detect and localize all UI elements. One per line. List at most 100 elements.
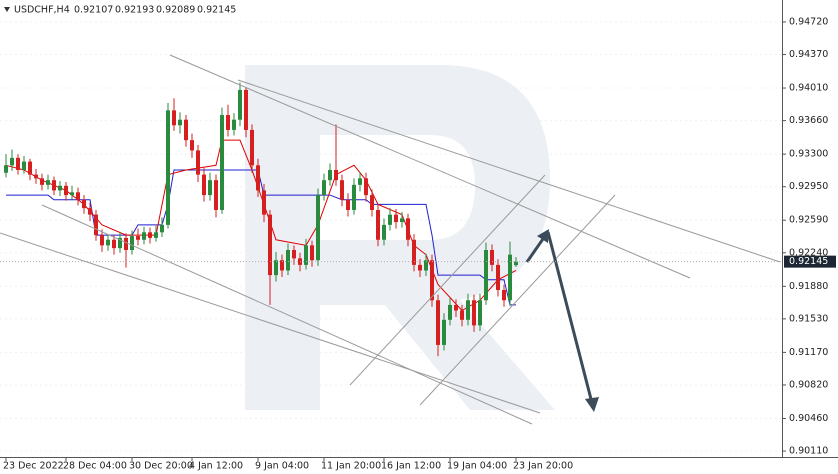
candle-body <box>100 235 104 246</box>
arrow-up <box>525 235 547 263</box>
arrow-head <box>585 397 599 412</box>
y-tick-label: 0.92590 <box>789 215 828 226</box>
candle-body <box>214 180 218 210</box>
x-tick-label: 30 Dec 20:00 <box>129 461 193 472</box>
candle-body <box>460 310 464 320</box>
y-tick-label: 0.90110 <box>789 446 828 457</box>
candle-body <box>46 180 50 185</box>
candle-body <box>388 214 392 225</box>
plot <box>4 82 518 357</box>
candle-body <box>496 264 500 291</box>
arrow-head <box>537 229 549 243</box>
header-close: 0.92145 <box>197 5 236 16</box>
candle-body <box>472 300 476 326</box>
candle-body <box>292 250 296 259</box>
candle-body <box>112 239 116 249</box>
candle-body <box>190 140 194 151</box>
y-tick-label: 0.93660 <box>789 115 828 126</box>
y-tick-label: 0.94370 <box>789 49 828 60</box>
candle-body <box>406 218 410 240</box>
candle-body <box>490 250 494 265</box>
candle-body <box>124 237 128 251</box>
candle-body <box>478 300 482 326</box>
candle-body <box>418 264 422 271</box>
candle-body <box>322 180 326 196</box>
candle-body <box>10 157 14 166</box>
candle-body <box>136 236 140 240</box>
candle-body <box>16 157 20 170</box>
candle-body <box>250 129 254 166</box>
candle-body <box>334 169 338 181</box>
trend-line <box>0 232 541 414</box>
candle-body <box>142 232 146 240</box>
candle-body <box>442 319 446 345</box>
trend-line <box>41 204 533 425</box>
candle-body <box>346 199 350 210</box>
last-price-label: 0.92145 <box>789 256 828 267</box>
candle-body <box>4 165 8 173</box>
candle-body <box>208 180 212 196</box>
candle-body <box>82 199 86 209</box>
trend-line <box>237 79 781 263</box>
candle-body <box>106 239 110 246</box>
candle-body <box>412 239 416 265</box>
candle-body <box>448 304 452 320</box>
candle-body <box>76 192 80 200</box>
candle-body <box>430 260 434 301</box>
candle-body <box>508 254 512 301</box>
x-tick-label: 9 Jan 04:00 <box>255 461 309 472</box>
candle-body <box>502 290 506 301</box>
y-tick-label: 0.91530 <box>789 313 828 324</box>
header-open: 0.92107 <box>74 5 113 16</box>
candle-body <box>238 89 242 120</box>
y-tick-label: 0.91880 <box>789 281 828 292</box>
candle-body <box>352 184 356 210</box>
candle-body <box>166 110 170 225</box>
y-tick-label: 0.91170 <box>789 347 828 358</box>
candle-body <box>184 119 188 141</box>
candle-body <box>304 245 308 265</box>
candle-body <box>118 237 122 249</box>
candle-body <box>466 300 470 320</box>
y-tick-label: 0.90820 <box>789 379 828 390</box>
y-tick-label: 0.92240 <box>789 247 828 258</box>
x-tick-label: 23 Jan 20:00 <box>513 461 573 472</box>
candle-body <box>436 300 440 345</box>
channel-line <box>419 194 616 406</box>
y-tick-label: 0.93300 <box>789 149 828 160</box>
candle-body <box>52 180 56 191</box>
y-tick-label: 0.92950 <box>789 181 828 192</box>
watermark <box>245 65 555 410</box>
candle-body <box>394 214 398 223</box>
candle-body <box>232 119 236 130</box>
header-triangle <box>4 7 10 12</box>
arrow-down <box>546 231 594 404</box>
candle-body <box>220 115 224 210</box>
header-high: 0.92193 <box>115 5 154 16</box>
candle-body <box>376 209 380 240</box>
candle-body <box>148 232 152 238</box>
axes: 0.94720 0.94370 0.94010 0.93660 0.93300 0.929… <box>0 16 836 472</box>
symbol: USDCHF,H4 <box>14 5 70 16</box>
candle-body <box>454 304 458 311</box>
candle-body <box>64 185 68 196</box>
candle-body <box>400 218 404 223</box>
candle-body <box>328 169 332 181</box>
x-tick-label: 4 Jan 12:00 <box>189 461 243 472</box>
last-price-box <box>784 255 836 268</box>
candle-body <box>244 89 248 130</box>
x-tick-label: 19 Jan 04:00 <box>447 461 507 472</box>
forecast-arrows <box>525 229 599 412</box>
trend-lines <box>0 54 781 425</box>
candle-body <box>364 178 368 196</box>
candle-body <box>340 180 344 200</box>
y-tick-label: 0.94010 <box>789 83 828 94</box>
candle-body <box>310 245 314 261</box>
candle-body <box>268 214 272 276</box>
y-tick-label: 0.94720 <box>789 16 828 27</box>
trend-line <box>169 54 691 279</box>
x-tick-label: 23 Dec 2022 <box>3 461 64 472</box>
candle-body <box>316 195 320 261</box>
